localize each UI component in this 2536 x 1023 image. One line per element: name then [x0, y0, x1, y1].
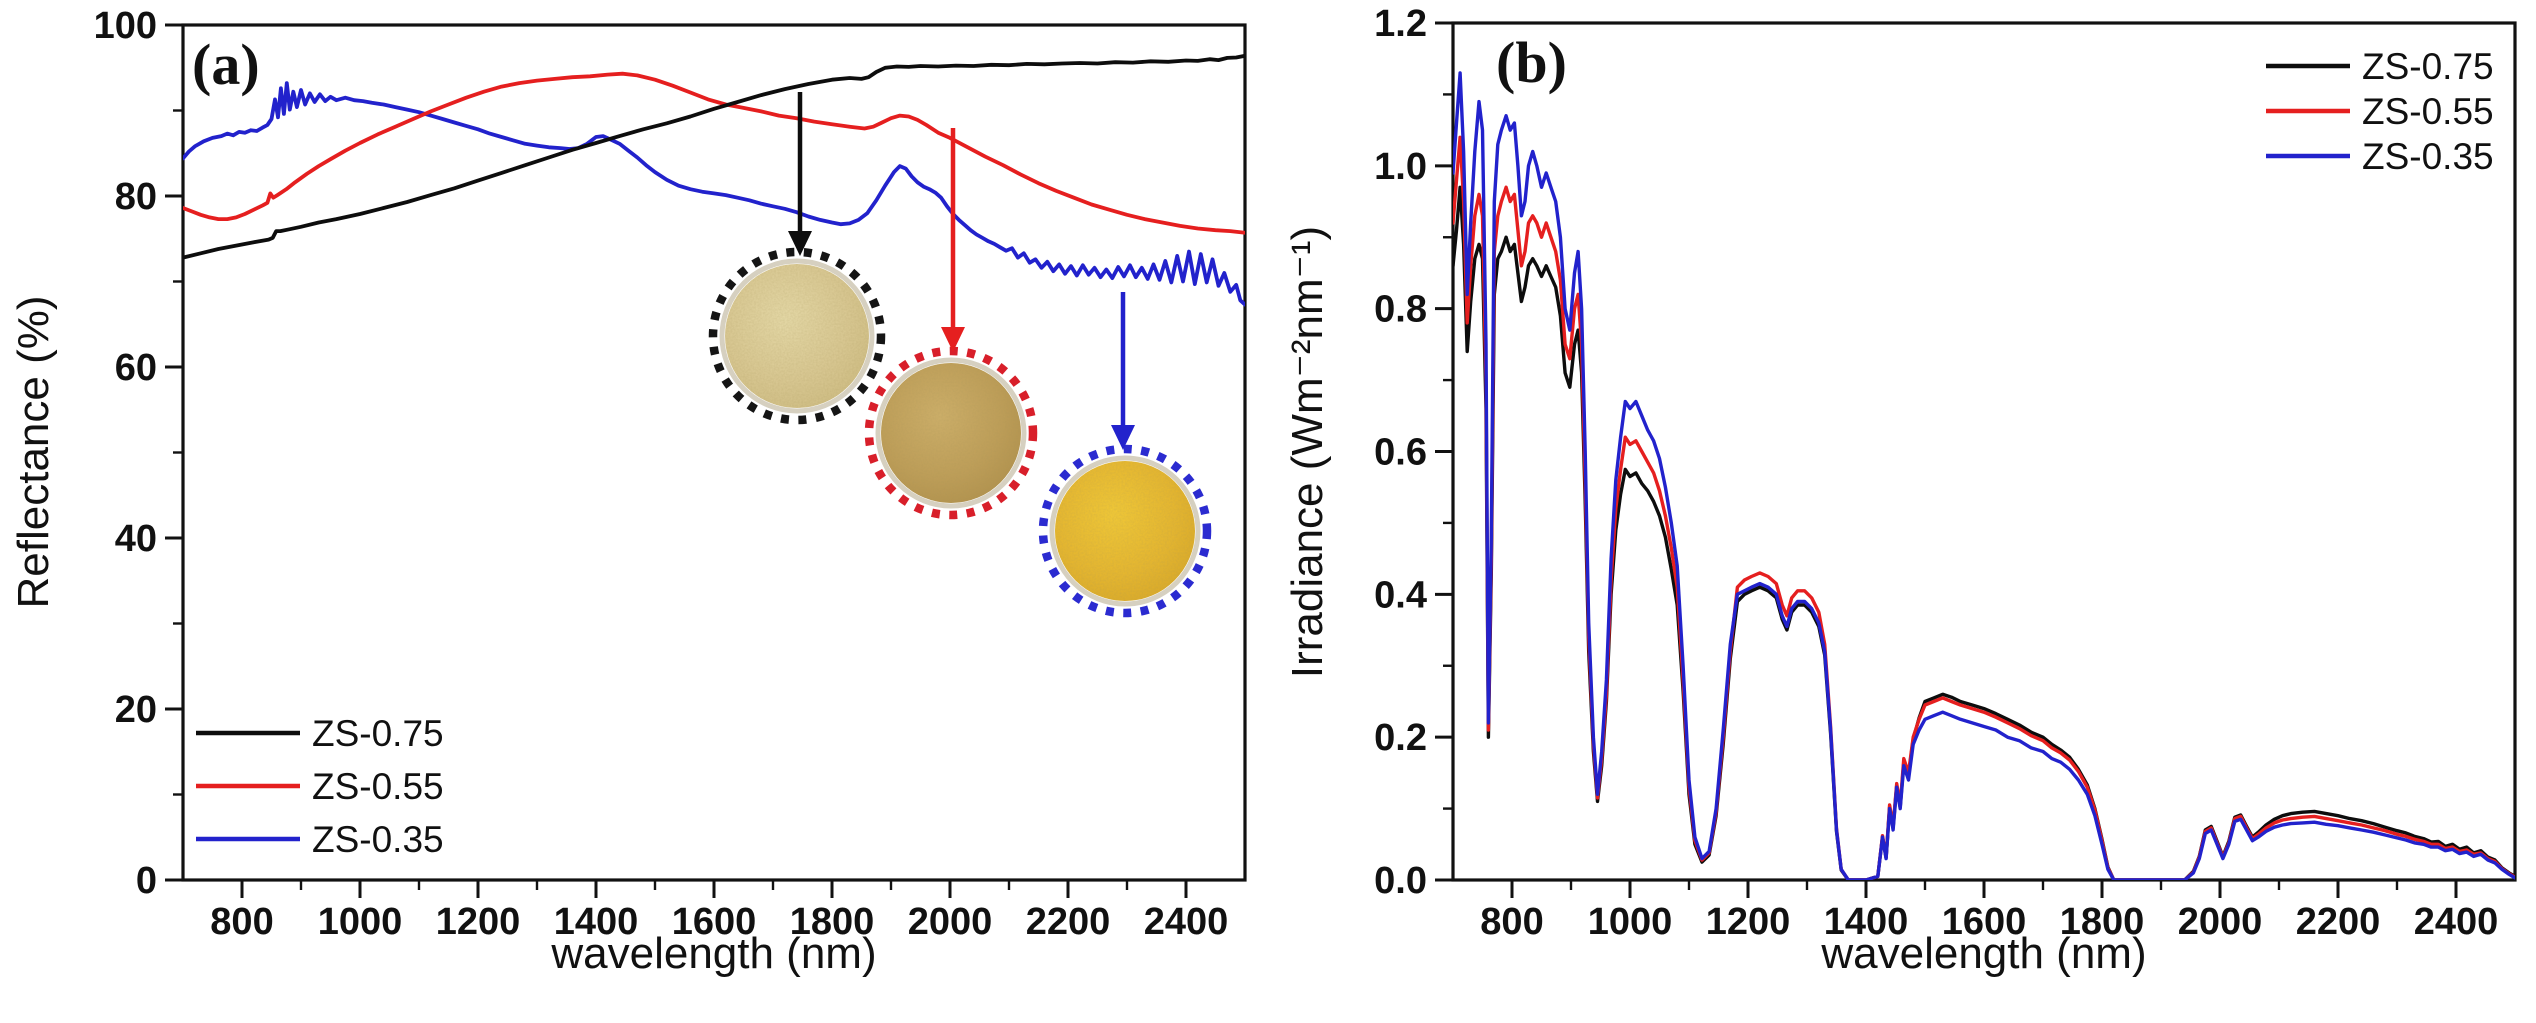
powder-sample-photo [708, 247, 886, 425]
y-tick-label: 1.2 [1374, 3, 1427, 45]
x-tick-label: 1600 [1942, 901, 2027, 943]
series-layer [183, 53, 1245, 307]
x-tick-label: 2400 [2414, 901, 2499, 943]
y-tick-label: 0.6 [1374, 432, 1427, 474]
panel-label: (a) [192, 32, 260, 97]
x-tick-label: 2000 [908, 901, 993, 943]
x-tick-label: 2000 [2178, 901, 2263, 943]
y-axis-title: Reflectance (%) [9, 295, 58, 608]
y-tick-label: 100 [94, 5, 157, 47]
powder-sample-photo [864, 346, 1038, 520]
y-tick-label: 0.4 [1374, 574, 1427, 616]
dotted-ring [1038, 444, 1212, 618]
plot-frame [1451, 21, 2517, 882]
pointer-arrow [788, 92, 812, 256]
panel-label: (b) [1496, 30, 1567, 95]
powder-texture [1055, 461, 1195, 601]
x-tick-label: 1800 [2060, 901, 2145, 943]
series-zs-0.75 [1453, 185, 2515, 880]
dotted-ring [708, 247, 886, 425]
arrow-head-icon [788, 231, 812, 256]
x-tick-label: 1000 [318, 901, 403, 943]
arrow-head-icon [1111, 425, 1135, 450]
legend: ZS-0.75 ZS-0.55 ZS-0.35 [196, 713, 444, 860]
y-tick-label: 80 [115, 176, 157, 218]
x-tick-label: 1400 [1824, 901, 1909, 943]
y-tick-label: 1.0 [1374, 146, 1427, 188]
x-axis-title: wavelength (nm) [1820, 929, 2146, 978]
powder-texture [881, 363, 1021, 503]
irradiance-panel: 800 1000 1200 1400 1600 1800 2000 2200 2400 0.0 0.… [1283, 3, 2517, 978]
x-tick-label: 1200 [1706, 901, 1791, 943]
y-axis-title: Irradiance (Wm⁻²nm⁻¹) [1283, 226, 1332, 678]
y-tick-label: 40 [115, 518, 157, 560]
legend-label-zs-0.55: ZS-0.55 [312, 766, 444, 807]
reflectance-panel: 800 1000 1200 1400 1600 1800 2000 2200 2400 0 20 40… [9, 5, 1247, 978]
powder-sample-photo [1038, 444, 1212, 618]
dotted-ring [864, 346, 1038, 520]
x-tick-label: 2400 [1144, 901, 1229, 943]
x-tick-label: 1200 [436, 901, 521, 943]
x-tick-label: 1800 [790, 901, 875, 943]
x-tick-label: 1400 [554, 901, 639, 943]
y-tick-label: 0.8 [1374, 289, 1427, 331]
legend-label-zs-0.35: ZS-0.35 [2362, 136, 2494, 177]
series-layer [1453, 71, 2515, 880]
series-zs-0.55 [183, 71, 1245, 235]
dish-rim [719, 258, 875, 414]
series-zs-0.75 [183, 53, 1245, 260]
legend-label-zs-0.55: ZS-0.55 [2362, 91, 2494, 132]
dish-rim [1049, 455, 1201, 607]
series-zs-0.35 [1453, 71, 2515, 880]
legend-label-zs-0.35: ZS-0.35 [312, 819, 444, 860]
y-tick-label: 20 [115, 689, 157, 731]
y-tick-label: 60 [115, 347, 157, 389]
x-axis-title: wavelength (nm) [550, 929, 876, 978]
x-tick-label: 800 [1480, 901, 1543, 943]
series-zs-0.35 [183, 81, 1245, 307]
series-zs-0.55 [1453, 135, 2515, 880]
x-tick-label: 1000 [1588, 901, 1673, 943]
y-tick-label: 0 [136, 860, 157, 902]
legend-label-zs-0.75: ZS-0.75 [312, 713, 444, 754]
powder-texture [725, 264, 869, 408]
x-tick-label: 2200 [2296, 901, 2381, 943]
x-tick-label: 2200 [1026, 901, 1111, 943]
pointer-arrow [1111, 292, 1135, 450]
y-tick-label: 0.2 [1374, 717, 1427, 759]
legend-label-zs-0.75: ZS-0.75 [2362, 46, 2494, 87]
pointer-arrow [941, 128, 965, 352]
x-tick-label: 1600 [672, 901, 757, 943]
dish-rim [875, 357, 1027, 509]
y-tick-label: 0.0 [1374, 860, 1427, 902]
arrow-head-icon [941, 327, 965, 352]
x-tick-label: 800 [210, 901, 273, 943]
